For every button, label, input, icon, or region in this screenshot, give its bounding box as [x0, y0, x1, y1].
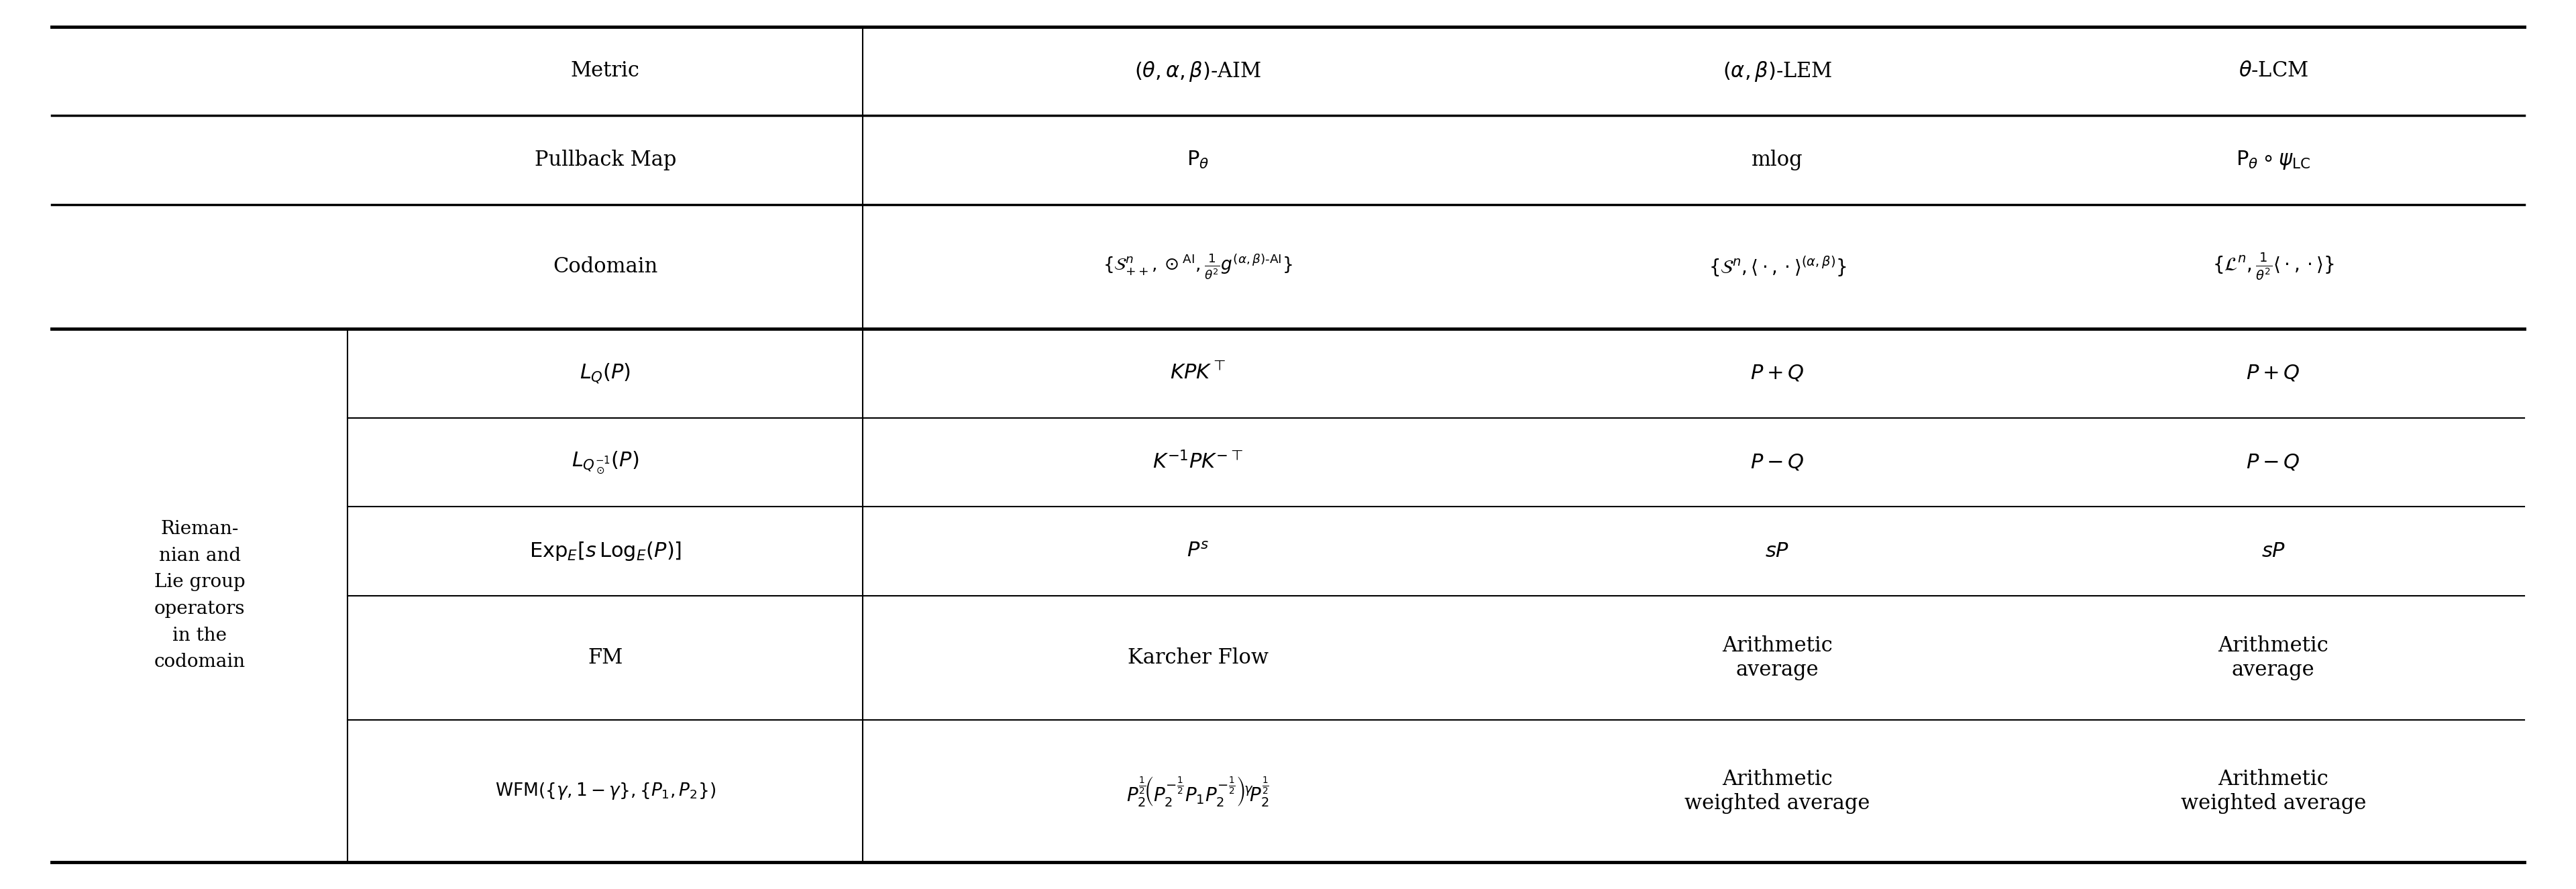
Text: $P^s$: $P^s$: [1188, 541, 1208, 562]
Text: $(\alpha, \beta)$-LEM: $(\alpha, \beta)$-LEM: [1723, 60, 1832, 83]
Text: $(\theta, \alpha, \beta)$-AIM: $(\theta, \alpha, \beta)$-AIM: [1133, 60, 1262, 83]
Text: $\mathrm{P}_{\theta}$: $\mathrm{P}_{\theta}$: [1188, 149, 1208, 171]
Text: FM: FM: [587, 647, 623, 669]
Text: Karcher Flow: Karcher Flow: [1128, 647, 1267, 669]
Text: Rieman-
nian and
Lie group
operators
in the
codomain: Rieman- nian and Lie group operators in …: [155, 520, 245, 671]
Text: Arithmetic
average: Arithmetic average: [2218, 636, 2329, 680]
Text: $P - Q$: $P - Q$: [1752, 452, 1803, 473]
Text: Pullback Map: Pullback Map: [533, 149, 677, 171]
Text: $P - Q$: $P - Q$: [2246, 452, 2300, 473]
Text: $\theta$-LCM: $\theta$-LCM: [2239, 60, 2308, 82]
Text: $\{\mathcal{S}^n, \langle\cdot,\cdot\rangle^{(\alpha,\beta)}\}$: $\{\mathcal{S}^n, \langle\cdot,\cdot\ran…: [1708, 255, 1847, 278]
Text: $KPK^\top$: $KPK^\top$: [1170, 363, 1226, 384]
Text: $P + Q$: $P + Q$: [2246, 363, 2300, 384]
Text: $\mathrm{P}_{\theta} \circ \psi_{\mathrm{LC}}$: $\mathrm{P}_{\theta} \circ \psi_{\mathrm…: [2236, 149, 2311, 171]
Text: $L_Q(P)$: $L_Q(P)$: [580, 362, 631, 385]
Text: $sP$: $sP$: [2262, 541, 2285, 562]
Text: $L_{Q_\odot^{-1}}(P)$: $L_{Q_\odot^{-1}}(P)$: [572, 450, 639, 475]
Text: $\mathrm{WFM}(\{\gamma, 1-\gamma\}, \{P_1, P_2\})$: $\mathrm{WFM}(\{\gamma, 1-\gamma\}, \{P_…: [495, 781, 716, 801]
Text: $\{\mathcal{L}^n, \frac{1}{\theta^2}\langle\cdot,\cdot\rangle\}$: $\{\mathcal{L}^n, \frac{1}{\theta^2}\lan…: [2213, 252, 2334, 282]
Text: Arithmetic
weighted average: Arithmetic weighted average: [1685, 769, 1870, 813]
Text: $K^{-1}PK^{-\top}$: $K^{-1}PK^{-\top}$: [1151, 452, 1244, 473]
Text: Codomain: Codomain: [554, 256, 657, 277]
Text: mlog: mlog: [1752, 149, 1803, 171]
Text: $P_2^{\frac{1}{2}}\!\left(P_2^{-\frac{1}{2}}P_1 P_2^{-\frac{1}{2}}\right)^{\!\ga: $P_2^{\frac{1}{2}}\!\left(P_2^{-\frac{1}…: [1126, 775, 1270, 807]
Text: $P + Q$: $P + Q$: [1752, 363, 1803, 384]
Text: $\mathrm{Exp}_E[s\,\mathrm{Log}_E(P)]$: $\mathrm{Exp}_E[s\,\mathrm{Log}_E(P)]$: [528, 541, 683, 562]
Text: $sP$: $sP$: [1765, 541, 1790, 562]
Text: Metric: Metric: [572, 60, 639, 82]
Text: $\{\mathcal{S}^n_{++}, \odot^{\mathrm{AI}}, \frac{1}{\theta^2}g^{(\alpha,\beta)\: $\{\mathcal{S}^n_{++}, \odot^{\mathrm{AI…: [1103, 252, 1293, 281]
Text: Arithmetic
average: Arithmetic average: [1723, 636, 1832, 680]
Text: Arithmetic
weighted average: Arithmetic weighted average: [2182, 769, 2365, 813]
